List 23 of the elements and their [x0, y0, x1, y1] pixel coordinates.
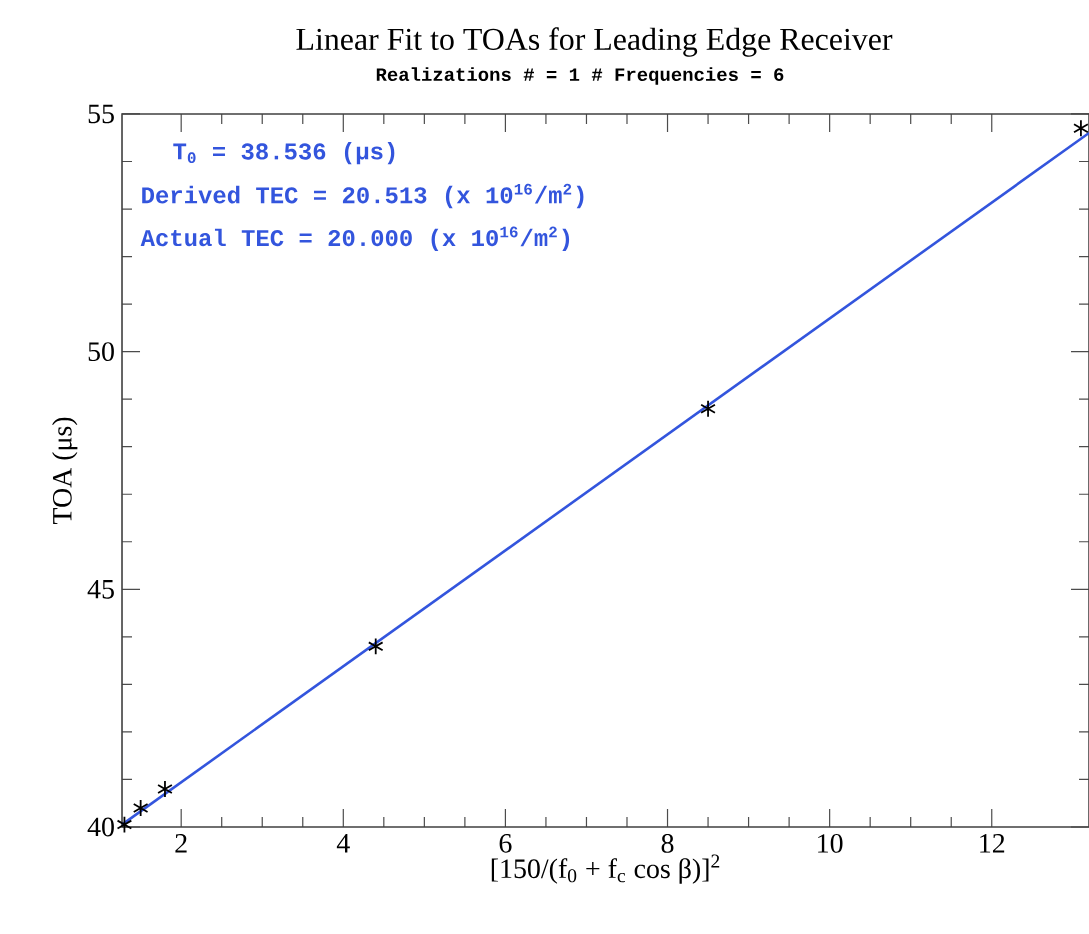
y-tick-label: 55 — [88, 104, 114, 124]
x-tick-label: 10 — [818, 834, 843, 853]
x-axis-title: [150/(f$_{0}$ + f$_{c}$ cos β)]$^{2}$ — [491, 854, 720, 884]
point — [132, 799, 149, 817]
y-tick-label: 40 — [87, 817, 114, 837]
point — [116, 815, 133, 834]
annotation: T$_{0}$ = 38.536 (μs) — [173, 142, 395, 165]
point — [700, 399, 716, 418]
x-tick-label: 2 — [175, 834, 187, 853]
point — [367, 637, 384, 656]
x-tick-label: 6 — [499, 834, 512, 853]
annotation: Actual TEC = 20.000 (x 10$^{16}$/m$^{2}$) — [140, 226, 570, 251]
point — [157, 780, 173, 798]
chart-subtitle: Realizations # = 1 # Frequencies = 6 — [376, 67, 784, 85]
point — [1073, 119, 1089, 138]
annotation: Derived TEC = 20.513 (x 10$^{16}$/m$^{2}$) — [142, 183, 584, 209]
y-axis-title: TOA (μs) — [52, 417, 78, 525]
x-tick-label: 12 — [980, 834, 1005, 853]
chart-title: Linear Fit to TOAs for Leading Edge Receiver — [296, 27, 893, 57]
x-tick-label: 4 — [336, 834, 350, 853]
x-tick-label: 8 — [661, 834, 674, 853]
y-tick-label: 50 — [88, 342, 114, 362]
y-tick-label: 45 — [87, 579, 114, 599]
